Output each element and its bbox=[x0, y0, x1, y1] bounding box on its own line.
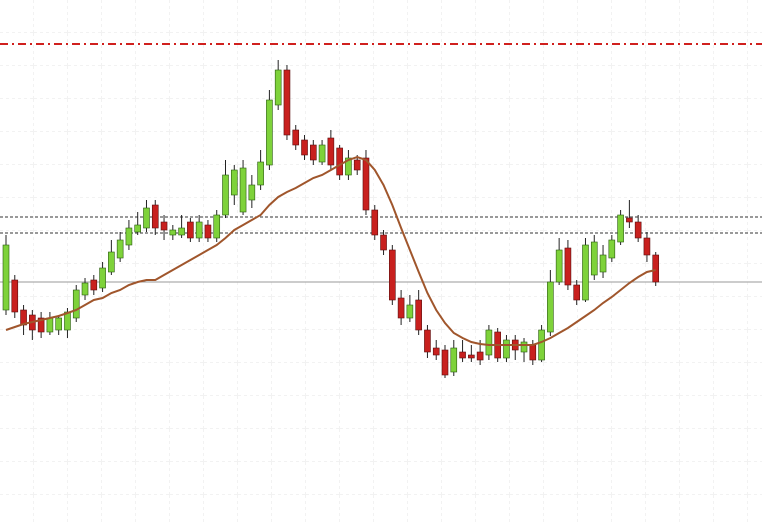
candle-body bbox=[116, 239, 124, 259]
candle-body bbox=[2, 244, 10, 311]
candle-body bbox=[599, 254, 607, 273]
candle-body bbox=[327, 137, 335, 166]
candle-body bbox=[476, 351, 484, 361]
candle-body bbox=[11, 279, 19, 313]
candle-body bbox=[283, 69, 291, 136]
candle-body bbox=[397, 297, 405, 319]
candle-body bbox=[248, 184, 256, 201]
candle-body bbox=[424, 329, 431, 353]
candle-body bbox=[573, 284, 581, 301]
candle-body bbox=[108, 251, 115, 273]
candle-body bbox=[529, 344, 537, 361]
candle-body bbox=[590, 241, 598, 276]
candle-body bbox=[292, 129, 300, 146]
candle-body bbox=[90, 279, 98, 291]
candle-body bbox=[336, 147, 343, 176]
candle-body bbox=[143, 207, 150, 229]
candle-body bbox=[626, 217, 633, 223]
candle-body bbox=[257, 161, 264, 186]
candle-body bbox=[617, 214, 624, 243]
candle-body bbox=[564, 247, 572, 286]
candle-body bbox=[555, 249, 563, 283]
candle-body bbox=[450, 347, 458, 373]
candle-body bbox=[318, 144, 326, 163]
candle-body bbox=[345, 157, 352, 176]
candle-body bbox=[46, 317, 54, 333]
candle-body bbox=[178, 227, 185, 236]
candle-body bbox=[520, 341, 528, 353]
candle-body bbox=[81, 282, 89, 296]
candle-body bbox=[301, 139, 308, 156]
candle-body bbox=[353, 159, 361, 171]
candle-body bbox=[538, 329, 545, 361]
candle-body bbox=[266, 99, 273, 166]
candle-body bbox=[371, 209, 379, 236]
candle-body bbox=[582, 244, 589, 301]
candle-body bbox=[468, 354, 475, 359]
candle-body bbox=[389, 249, 396, 301]
candle-body bbox=[485, 329, 493, 356]
moving-average bbox=[5, 155, 656, 346]
candle-body bbox=[37, 317, 45, 333]
candle-body bbox=[406, 304, 414, 319]
candle-body bbox=[134, 224, 141, 233]
candle-body bbox=[222, 174, 229, 216]
candle-body bbox=[72, 289, 80, 319]
candle-body bbox=[204, 224, 212, 239]
candle-body bbox=[309, 144, 317, 161]
candle-body bbox=[362, 157, 370, 211]
candle-body bbox=[151, 204, 159, 229]
candle-body bbox=[99, 267, 106, 289]
candle-body bbox=[547, 281, 554, 333]
candle-body bbox=[503, 339, 510, 359]
candle-body bbox=[55, 317, 62, 331]
candle-body bbox=[652, 254, 660, 283]
candle-body bbox=[459, 351, 466, 359]
candle-body bbox=[239, 167, 247, 213]
candle-body bbox=[608, 239, 616, 259]
candle-body bbox=[380, 234, 387, 251]
candle-body bbox=[169, 229, 177, 236]
candle-body bbox=[195, 221, 203, 239]
candle-body bbox=[213, 214, 221, 239]
candle-body bbox=[441, 349, 449, 376]
candle-body bbox=[125, 227, 133, 246]
candle-body bbox=[230, 169, 238, 196]
candle-body bbox=[187, 221, 194, 239]
candle-body bbox=[160, 221, 168, 231]
candle-body bbox=[634, 221, 642, 239]
candle-body bbox=[274, 69, 282, 106]
candle-body bbox=[643, 237, 651, 256]
candle-body bbox=[432, 347, 440, 356]
candle-body bbox=[415, 299, 422, 331]
